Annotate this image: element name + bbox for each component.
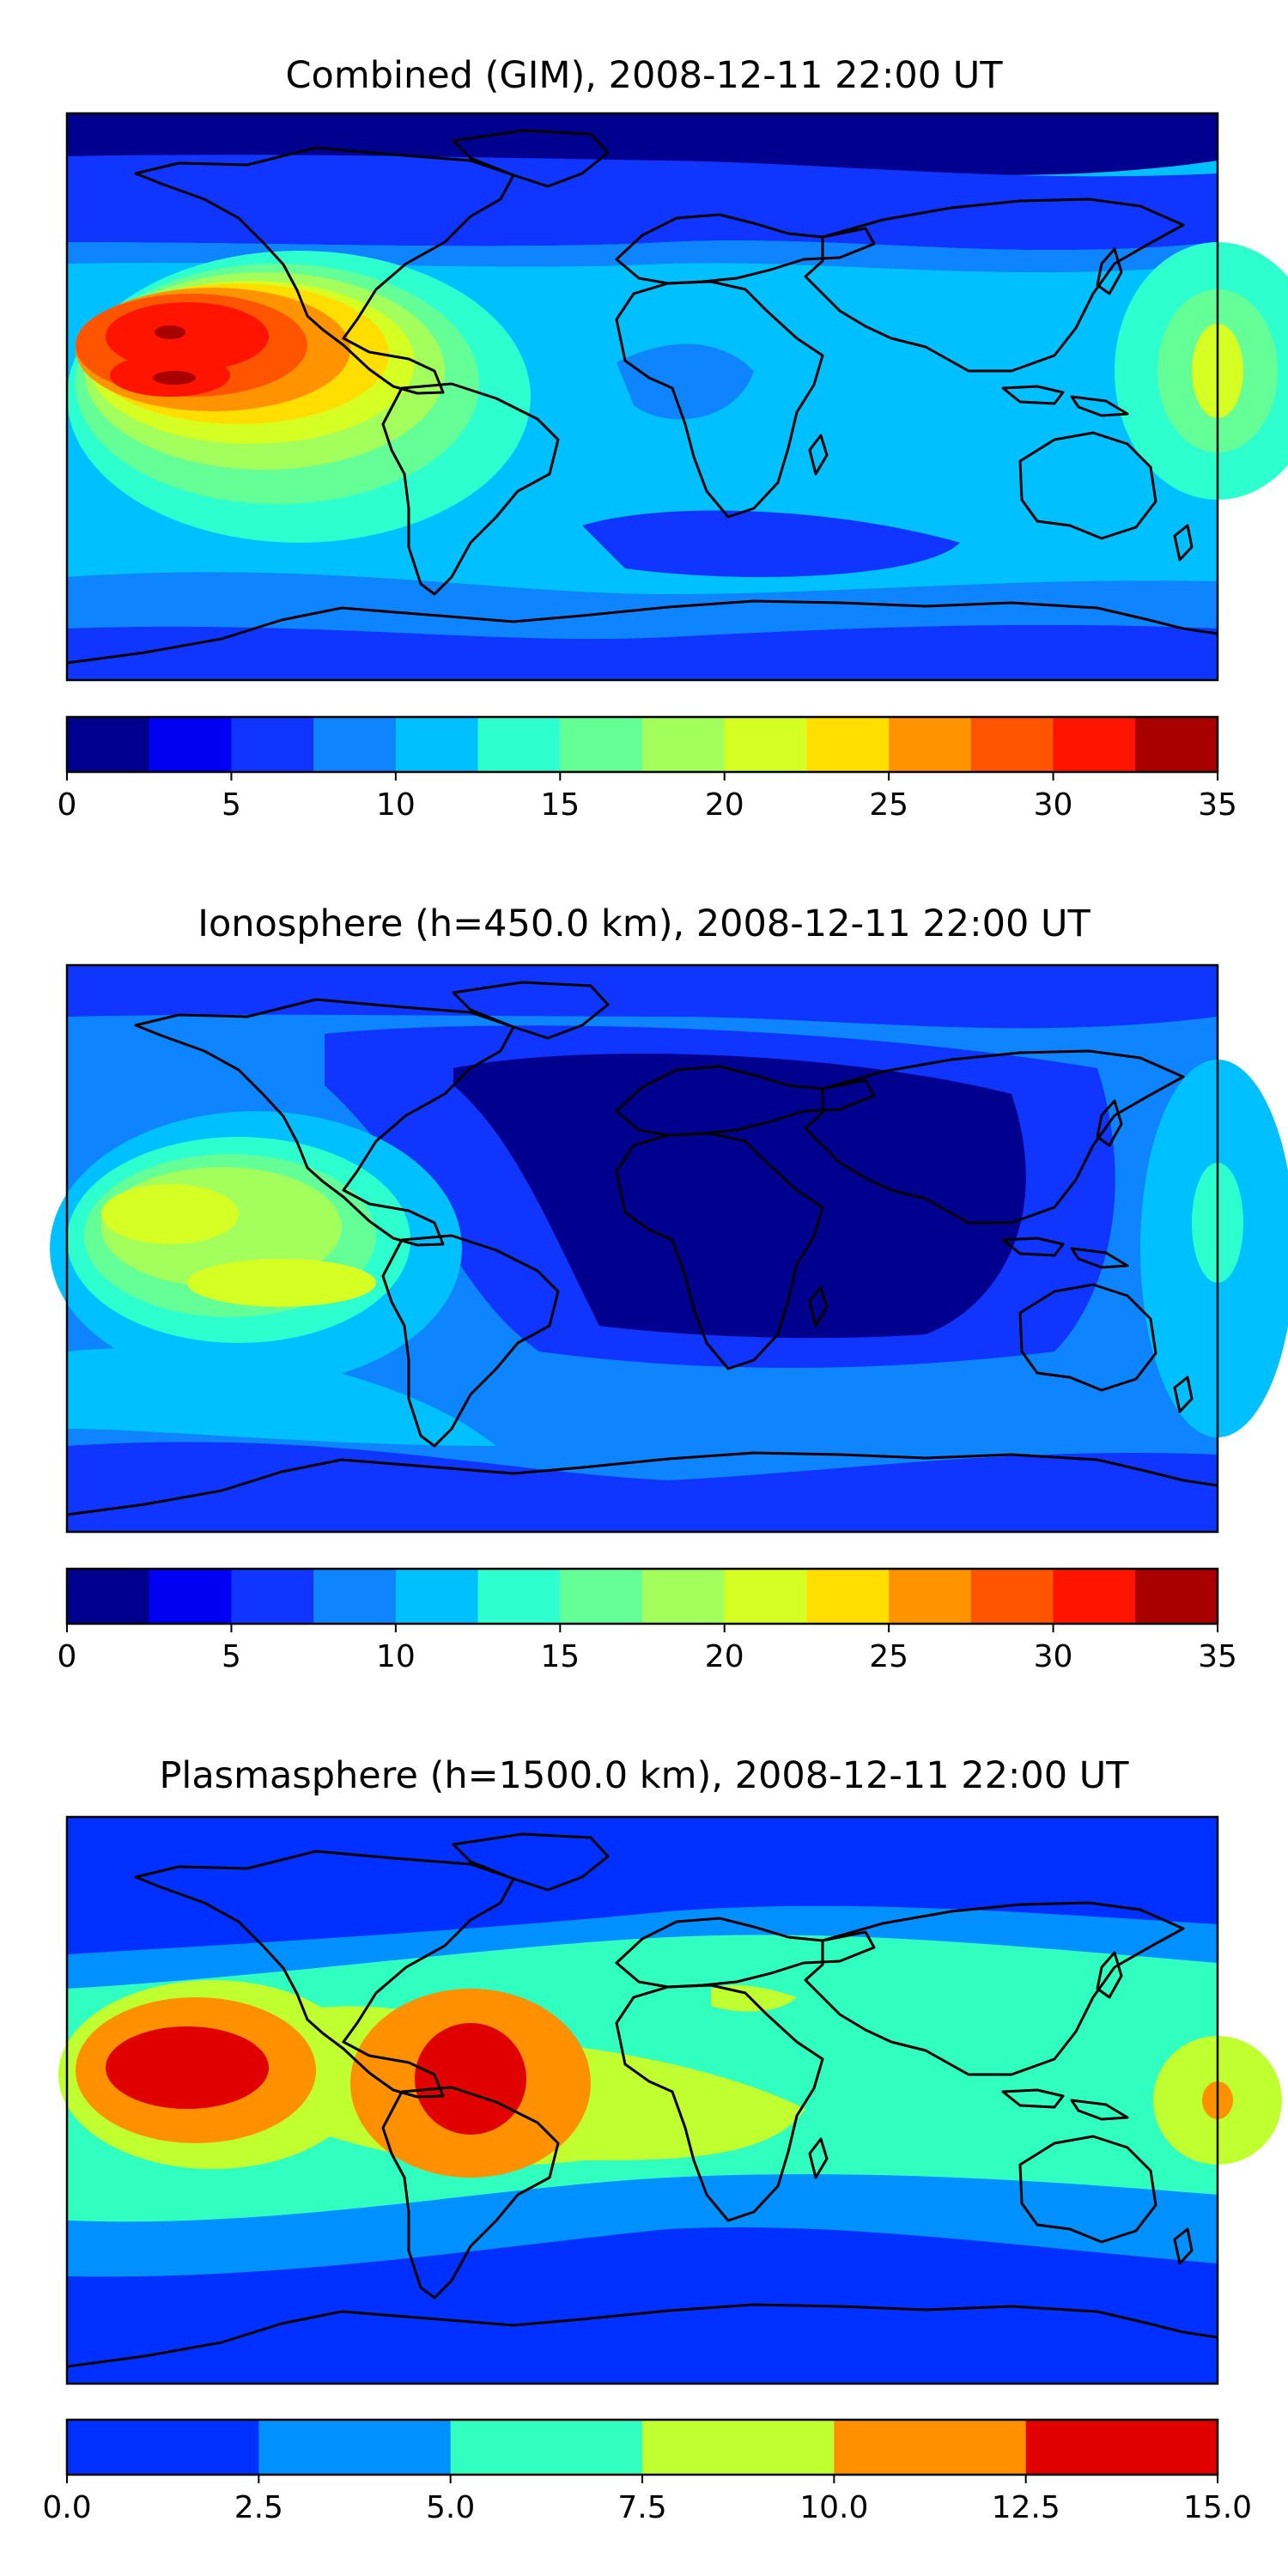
ionosphere-colorbar: 0 5 10 15 20 25 30 35 — [58, 1567, 1237, 1674]
colorbar-swatch — [724, 1569, 808, 1624]
plasmasphere-tec-map — [58, 1815, 1282, 2385]
plasmasphere-map-title: Plasmasphere (h=1500.0 km), 2008-12-11 2… — [159, 1754, 1129, 1797]
colorbar-swatch — [970, 1569, 1054, 1624]
colorbar-frame — [65, 715, 1219, 774]
colorbar-swatch — [1053, 1569, 1136, 1624]
colorbar-tick-label: 30 — [1034, 1639, 1073, 1674]
colorbar-tick-label: 0 — [58, 787, 77, 823]
colorbar-swatch — [395, 717, 479, 772]
colorbar-tick-label: 5.0 — [426, 2490, 475, 2525]
colorbar-swatch — [477, 717, 561, 772]
colorbar-tick-label: 0.0 — [42, 2490, 91, 2525]
colorbar-swatch — [806, 717, 890, 772]
colorbar-swatch — [67, 717, 150, 772]
colorbar-tick-label: 0 — [58, 1639, 77, 1674]
colorbar-tick-label: 15 — [540, 1639, 580, 1674]
colorbar-swatch — [313, 717, 397, 772]
colorbar-swatch — [313, 1569, 397, 1624]
colorbar-tick-label: 15.0 — [1183, 2490, 1252, 2525]
colorbar-tick-label: 10 — [376, 1639, 416, 1674]
colorbar-swatch — [67, 2420, 259, 2475]
colorbar-swatch — [1135, 1569, 1218, 1624]
colorbar-swatch — [724, 717, 808, 772]
colorbar-swatch — [642, 1569, 726, 1624]
colorbar-swatch — [231, 717, 314, 772]
colorbar-tick-label: 12.5 — [992, 2490, 1060, 2525]
colorbar-swatch — [1025, 2420, 1218, 2475]
colorbar-tick-label: 2.5 — [234, 2490, 283, 2525]
colorbar-swatch — [560, 717, 643, 772]
colorbar-tick-label: 30 — [1034, 787, 1073, 823]
colorbar-tick-label: 20 — [705, 787, 744, 823]
colorbar-swatch — [834, 2420, 1027, 2475]
colorbar-swatch — [450, 2420, 643, 2475]
colorbar-swatch — [560, 1569, 643, 1624]
colorbar-tick-label: 20 — [705, 1639, 744, 1674]
colorbar-swatch — [67, 1569, 150, 1624]
colorbar-swatch — [642, 717, 726, 772]
colorbar-tick-label: 25 — [869, 1639, 908, 1674]
colorbar-swatch — [642, 2420, 835, 2475]
colorbar-swatch — [149, 717, 233, 772]
colorbar-tick-label: 35 — [1198, 787, 1237, 823]
colorbar-swatch — [889, 1569, 972, 1624]
colorbar-swatch — [806, 1569, 890, 1624]
combined-colorbar: 0 5 10 15 20 25 30 35 — [58, 715, 1237, 823]
colorbar-swatch — [231, 1569, 314, 1624]
colorbar-swatch — [149, 1569, 233, 1624]
colorbar-swatch — [477, 1569, 561, 1624]
colorbar-swatch — [889, 717, 972, 772]
colorbar-swatch — [395, 1569, 479, 1624]
colorbar-swatch — [258, 2420, 452, 2475]
colorbar-frame — [65, 1567, 1219, 1625]
colorbar-tick-label: 5 — [222, 1639, 241, 1674]
ionosphere-map-title: Ionosphere (h=450.0 km), 2008-12-11 22:0… — [197, 902, 1091, 945]
plasmasphere-colorbar: 0.0 2.5 5.0 7.5 10.0 12.5 15.0 — [42, 2418, 1252, 2525]
colorbar-tick-label: 35 — [1198, 1639, 1237, 1674]
ionosphere-tec-map — [50, 963, 1288, 1534]
colorbar-swatch — [970, 717, 1054, 772]
combined-tec-map — [65, 112, 1288, 682]
colorbar-swatch — [1135, 717, 1218, 772]
combined-map-title: Combined (GIM), 2008-12-11 22:00 UT — [285, 54, 1003, 97]
colorbar-tick-label: 10.0 — [799, 2490, 868, 2525]
colorbar-tick-label: 15 — [540, 787, 580, 823]
colorbar-tick-label: 5 — [222, 787, 241, 823]
colorbar-tick-label: 7.5 — [617, 2490, 666, 2525]
colorbar-tick-label: 25 — [869, 787, 908, 823]
colorbar-swatch — [1053, 717, 1136, 772]
colorbar-tick-label: 10 — [376, 787, 416, 823]
